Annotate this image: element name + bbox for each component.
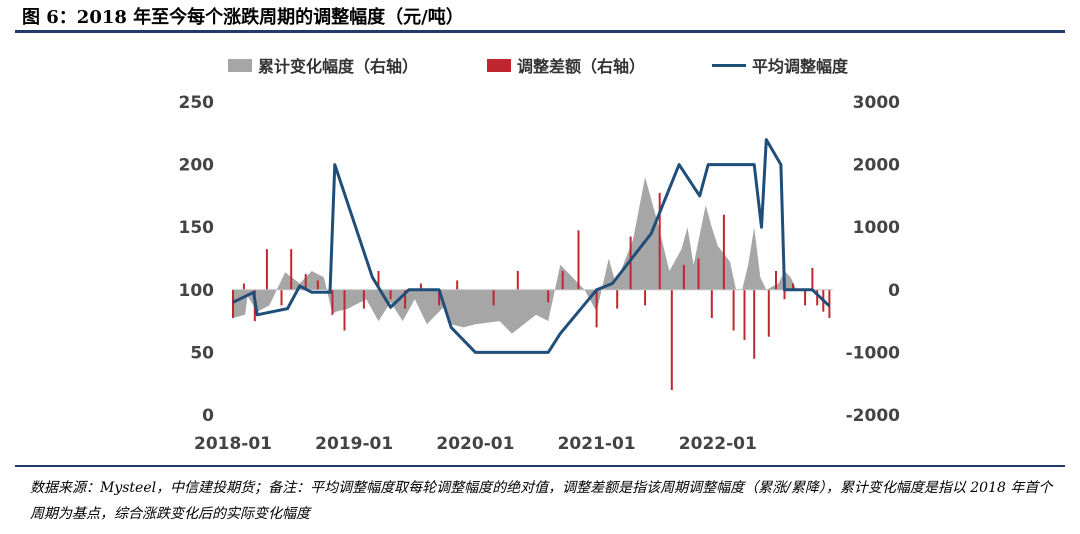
bar-adjustment-diff [577, 230, 580, 290]
right-tick-label: 1000 [853, 218, 900, 238]
legend-label-bar: 调整差额（右轴） [517, 57, 645, 76]
left-tick-label: 200 [179, 156, 215, 176]
bar-adjustment-diff [438, 289, 441, 306]
x-tick-label: 2021-01 [558, 434, 636, 454]
left-tick-label: 50 [190, 343, 214, 363]
right-axis: -2000 -1000 0 1000 2000 3000 [846, 93, 901, 426]
line-series [232, 138, 831, 354]
bar-adjustment-diff [616, 289, 619, 309]
bar-adjustment-diff [290, 249, 293, 290]
chart: 累计变化幅度（右轴） 调整差额（右轴） 平均调整幅度 0 50 100 150 200 2… [179, 57, 901, 454]
chart-title: 图 6：2018 年至今每个涨跌周期的调整幅度（元/吨） [22, 7, 464, 28]
bar-adjustment-diff [516, 271, 519, 290]
bar-adjustment-diff [629, 236, 632, 290]
right-tick-label: -2000 [846, 406, 901, 426]
bar-adjustment-diff [561, 271, 564, 290]
bar-adjustment-diff [828, 289, 831, 318]
bar-adjustment-diff [783, 289, 786, 300]
bar-adjustment-diff [419, 283, 422, 290]
source-note: 数据来源：Mysteel，中信建投期货；备注：平均调整幅度取每轮调整幅度的绝对值… [30, 480, 1053, 522]
legend-swatch-bar [487, 59, 511, 72]
legend-swatch-area [228, 59, 252, 72]
bar-adjustment-diff [377, 271, 380, 290]
bar-adjustment-diff [362, 289, 365, 309]
bar-adjustment-diff [265, 249, 268, 290]
bar-adjustment-diff [804, 289, 807, 306]
bar-adjustment-diff [792, 283, 794, 290]
x-tick-label: 2020-01 [436, 434, 514, 454]
right-tick-label: 0 [888, 281, 900, 301]
bar-adjustment-diff [743, 289, 746, 340]
area-series [233, 177, 830, 334]
bar-adjustment-diff [547, 289, 550, 303]
bar-series [232, 192, 831, 390]
right-tick-label: -1000 [846, 343, 901, 363]
bar-adjustment-diff [775, 271, 777, 290]
line-average-adjustment [232, 138, 831, 354]
x-tick-label: 2018-01 [194, 434, 272, 454]
bar-adjustment-diff [456, 280, 459, 290]
legend: 累计变化幅度（右轴） 调整差额（右轴） 平均调整幅度 [228, 57, 849, 76]
bar-adjustment-diff [343, 289, 346, 331]
bar-adjustment-diff [404, 289, 407, 309]
right-tick-label: 2000 [853, 156, 900, 176]
bar-adjustment-diff [811, 267, 814, 290]
bar-adjustment-diff [753, 289, 756, 359]
right-tick-label: 3000 [853, 93, 900, 113]
bar-adjustment-diff [710, 289, 713, 318]
left-tick-label: 150 [179, 218, 215, 238]
bar-adjustment-diff [232, 289, 234, 318]
bar-adjustment-diff [331, 289, 334, 315]
bar-adjustment-diff [242, 283, 245, 290]
x-tick-label: 2019-01 [315, 434, 393, 454]
bar-adjustment-diff [644, 289, 647, 306]
bar-adjustment-diff [595, 289, 598, 328]
left-axis: 0 50 100 150 200 250 [179, 93, 215, 426]
bar-adjustment-diff [316, 280, 319, 290]
bar-adjustment-diff [670, 289, 673, 390]
bar-adjustment-diff [767, 289, 770, 337]
x-axis: 2018-01 2019-01 2020-01 2021-01 2022-01 [194, 434, 757, 454]
left-tick-label: 100 [179, 281, 215, 301]
footer-rule [15, 465, 1065, 467]
bar-adjustment-diff [816, 289, 819, 306]
legend-label-area: 累计变化幅度（右轴） [258, 57, 418, 76]
area-cumulative-change [233, 177, 830, 334]
title-rule [15, 30, 1065, 33]
bar-adjustment-diff [304, 274, 307, 290]
legend-label-line: 平均调整幅度 [752, 57, 849, 76]
left-tick-label: 250 [179, 93, 215, 113]
left-tick-label: 0 [202, 406, 214, 426]
x-tick-label: 2022-01 [679, 434, 757, 454]
bar-adjustment-diff [732, 289, 735, 331]
bar-adjustment-diff [722, 214, 725, 290]
bar-adjustment-diff [280, 289, 283, 306]
bar-adjustment-diff [682, 264, 685, 290]
bar-adjustment-diff [697, 258, 700, 290]
bar-adjustment-diff [658, 192, 661, 290]
bar-adjustment-diff [492, 289, 495, 306]
bar-adjustment-diff [389, 289, 392, 300]
